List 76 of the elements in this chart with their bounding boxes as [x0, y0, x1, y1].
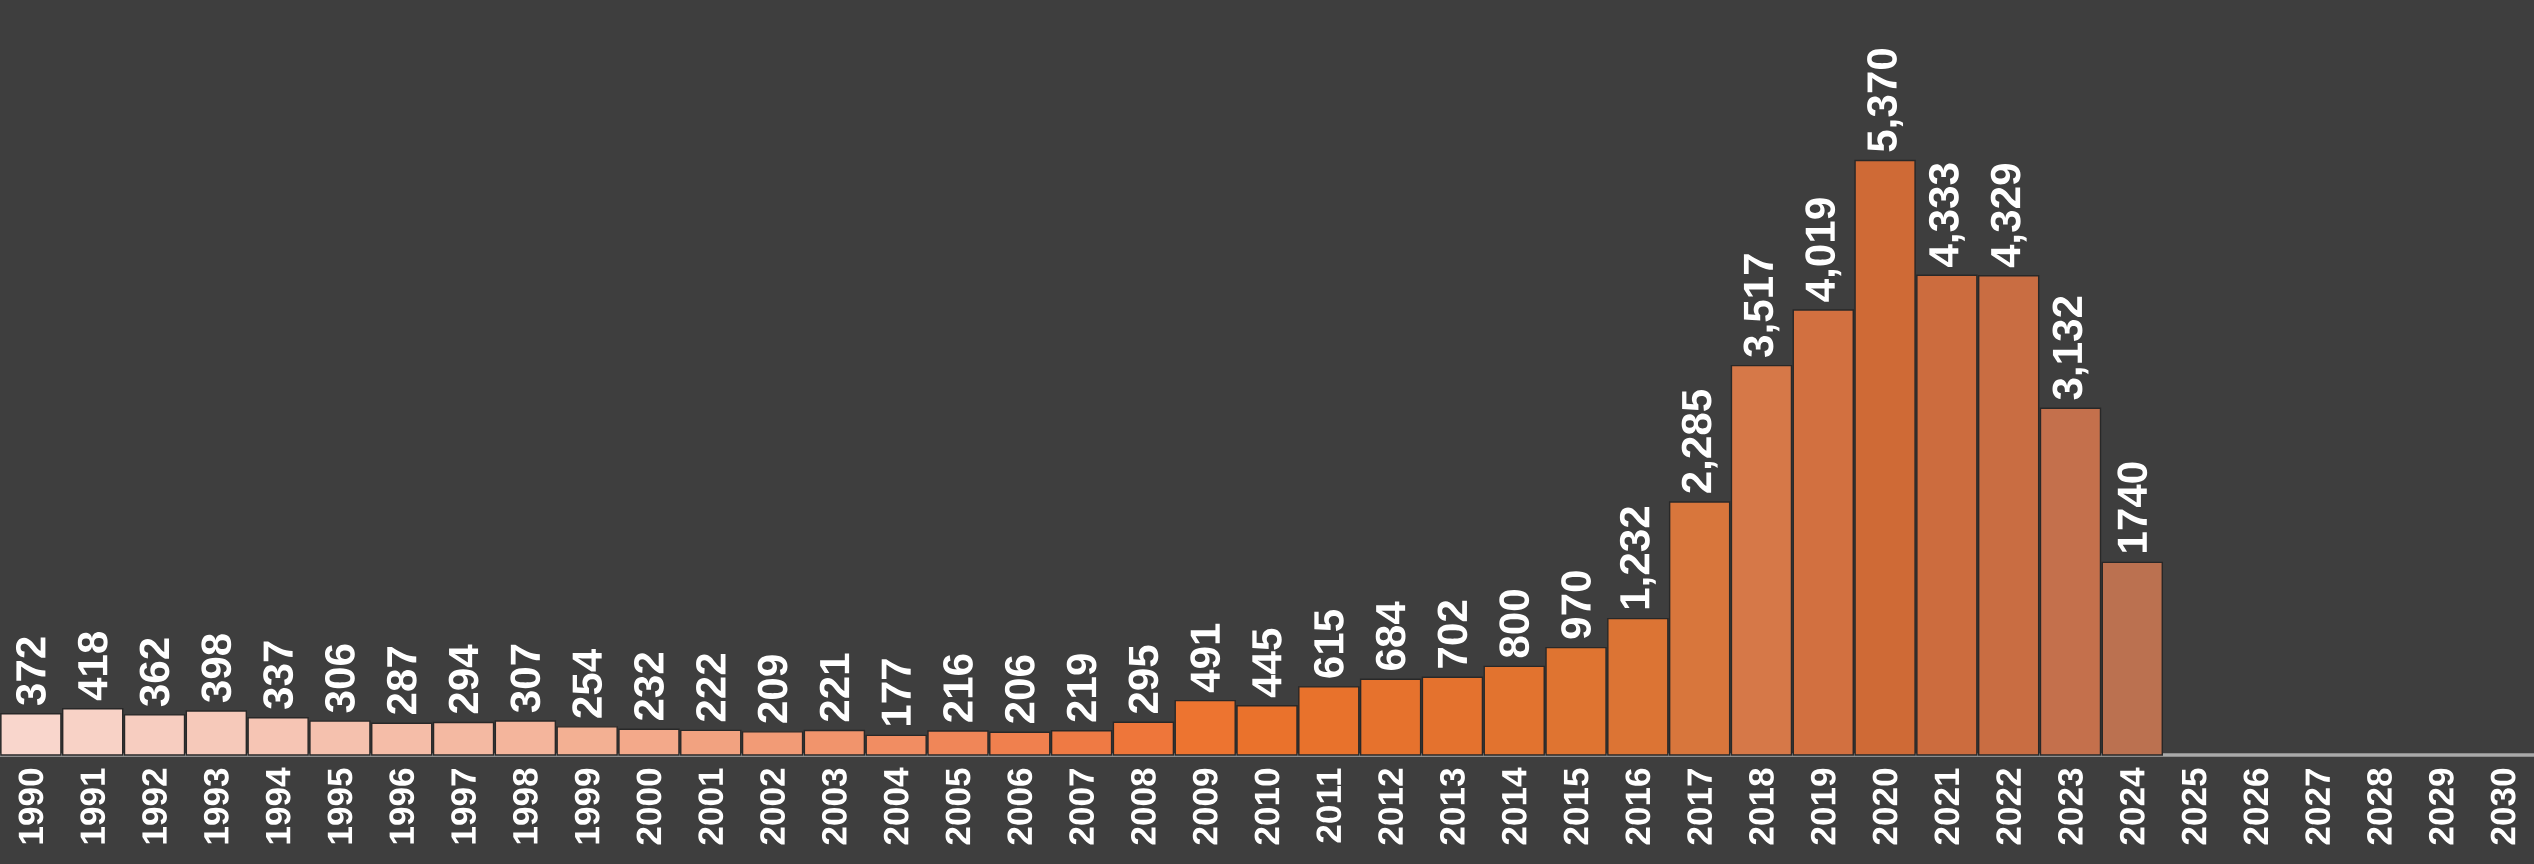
data-label: 3,517: [1743, 254, 1780, 357]
x-tick-label: 2008: [1130, 768, 1156, 845]
x-tick-label: 2000: [636, 768, 662, 845]
x-tick-label: 2007: [1069, 768, 1095, 845]
data-label: 287: [386, 646, 417, 714]
x-tick-label: 2015: [1563, 768, 1589, 845]
data-label: 702: [1437, 600, 1468, 668]
x-tick-label: 2019: [1810, 768, 1836, 845]
x-tick-label: 2014: [1501, 767, 1527, 845]
data-label: 5,370: [1867, 48, 1904, 152]
data-label: 177: [881, 659, 911, 726]
x-tick-label: 2024: [2119, 767, 2145, 845]
x-tick-label: 2017: [1687, 768, 1713, 845]
x-tick-label: 2006: [1007, 768, 1033, 845]
x-tick-label: 2003: [821, 768, 847, 845]
x-tick-label: 1999: [574, 768, 600, 844]
data-label: 337: [263, 641, 294, 709]
data-label: 445: [1252, 628, 1282, 698]
data-label: 418: [77, 631, 108, 701]
x-tick-label: 2010: [1254, 768, 1280, 845]
x-tick-label: 2030: [2490, 768, 2516, 845]
data-label: 1740: [2117, 462, 2148, 552]
x-tick-label: 2028: [2367, 768, 2392, 845]
x-tick-label: 2011: [1316, 768, 1342, 843]
data-label: 491: [1190, 623, 1221, 693]
x-tick-label: 1991: [80, 768, 106, 844]
data-label: 398: [201, 634, 232, 703]
data-label: 294: [448, 644, 479, 714]
data-label: 684: [1375, 601, 1406, 670]
data-label: 222: [696, 654, 726, 722]
x-tick-label: 1990: [18, 768, 44, 844]
x-tick-label: 1993: [203, 768, 229, 844]
x-tick-label: 2013: [1439, 768, 1465, 845]
data-label: 615: [1313, 610, 1344, 678]
data-label: 4,333: [1928, 163, 1965, 267]
data-label: 3,132: [2052, 296, 2089, 400]
x-tick-label: 1998: [512, 768, 538, 844]
data-label: 800: [1499, 590, 1530, 658]
x-tick-label: 2022: [1996, 768, 2022, 845]
x-tick-label: 1996: [389, 768, 415, 844]
data-label: 307: [510, 644, 541, 713]
data-label: 1,232: [1619, 507, 1656, 609]
data-label: 295: [1128, 645, 1159, 714]
data-label: 4,019: [1805, 198, 1842, 302]
data-label: 372: [15, 637, 46, 706]
data-label: 232: [634, 652, 664, 721]
x-tick-label: 2029: [2428, 768, 2454, 845]
x-tick-label: 1997: [451, 768, 476, 844]
x-tick-label: 2002: [760, 768, 785, 845]
data-label: 2,285: [1681, 389, 1718, 493]
data-label: 219: [1066, 654, 1097, 722]
x-tick-label: 2016: [1625, 768, 1651, 845]
data-label: 221: [819, 653, 850, 722]
data-label: 306: [324, 644, 355, 713]
x-tick-label: 1995: [327, 768, 353, 844]
x-tick-label: 2026: [2243, 768, 2269, 845]
data-label: 4,329: [1990, 164, 2027, 268]
data-label: 362: [139, 638, 170, 707]
x-tick-label: 2004: [883, 767, 909, 845]
x-tick-label: 1992: [142, 768, 167, 844]
x-tick-label: 2021: [1934, 768, 1960, 845]
x-tick-label: 2027: [2305, 768, 2331, 845]
x-tick-label: 1994: [265, 767, 291, 844]
x-tick-label: 2001: [698, 768, 724, 845]
x-tick-label: 2020: [1872, 768, 1898, 845]
x-tick-label: 2005: [945, 768, 971, 845]
x-tick-label: 2023: [2058, 768, 2083, 845]
data-label: 970: [1561, 571, 1591, 639]
data-label: 216: [943, 654, 973, 722]
x-tick-label: 2012: [1378, 768, 1404, 845]
x-tick-label: 2018: [1749, 768, 1774, 845]
data-label: 209: [757, 655, 788, 723]
data-label: 206: [1004, 655, 1035, 723]
data-label: 254: [572, 649, 603, 718]
x-tick-label: 2025: [2181, 768, 2207, 845]
x-tick-label: 2009: [1192, 768, 1218, 845]
